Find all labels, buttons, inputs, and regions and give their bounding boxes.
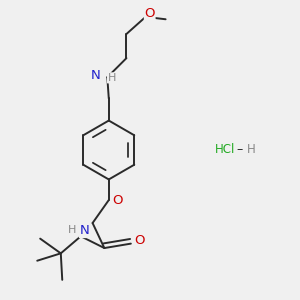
Text: N: N <box>91 69 100 82</box>
Text: O: O <box>145 8 155 20</box>
Text: H: H <box>107 73 116 83</box>
Text: –: – <box>237 143 243 157</box>
Text: H: H <box>68 225 76 235</box>
Text: O: O <box>112 194 123 207</box>
Text: HCl: HCl <box>215 143 235 157</box>
Text: N: N <box>80 224 89 238</box>
Text: H: H <box>247 143 256 157</box>
Text: O: O <box>134 234 144 247</box>
